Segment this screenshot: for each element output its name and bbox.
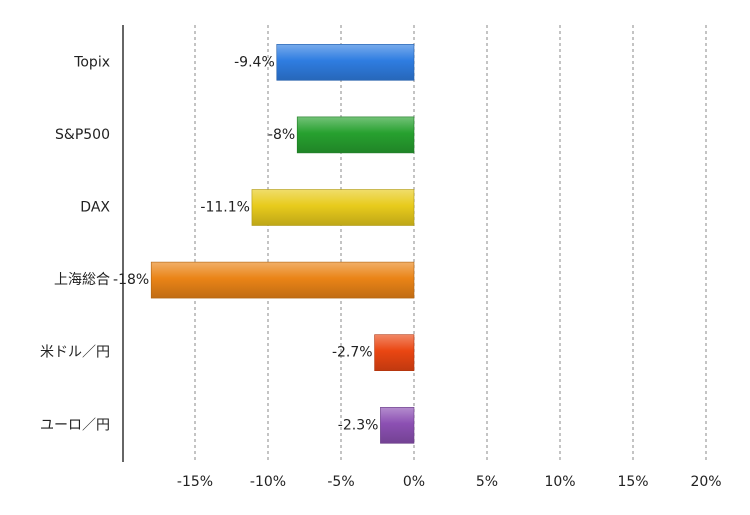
bar (276, 43, 415, 81)
category-label: ユーロ／円 (40, 417, 110, 433)
x-tick-label: 5% (476, 474, 498, 490)
x-tick-label: -5% (327, 474, 354, 490)
bar (251, 189, 415, 226)
bar (374, 334, 415, 372)
category-label: 米ドル／円 (40, 345, 110, 361)
bars (150, 43, 415, 444)
x-tick-label: 15% (617, 474, 648, 490)
x-tick-label: 20% (690, 474, 721, 490)
category-label: 上海総合 (54, 272, 110, 288)
labels: -15% -10% -5% 0% 5% 10% 15% 20% Topix -9.4% S&P500… (40, 54, 722, 490)
category-label: DAX (80, 200, 110, 216)
x-tick-label: 10% (544, 474, 575, 490)
x-tick-label: -15% (177, 474, 213, 490)
category-label: Topix (73, 54, 110, 70)
data-label: -18% (113, 272, 149, 288)
x-tick-label: -10% (250, 474, 286, 490)
data-label: -8% (268, 127, 295, 143)
x-tick-label: 0% (403, 474, 425, 490)
bar (296, 116, 415, 154)
bar (150, 261, 415, 299)
grid (194, 25, 707, 462)
data-label: -2.3% (338, 417, 379, 433)
bar (380, 406, 415, 444)
category-label: S&P500 (55, 127, 110, 143)
data-label: -9.4% (234, 54, 275, 70)
data-label: -2.7% (332, 345, 373, 361)
data-label: -11.1% (200, 200, 250, 216)
